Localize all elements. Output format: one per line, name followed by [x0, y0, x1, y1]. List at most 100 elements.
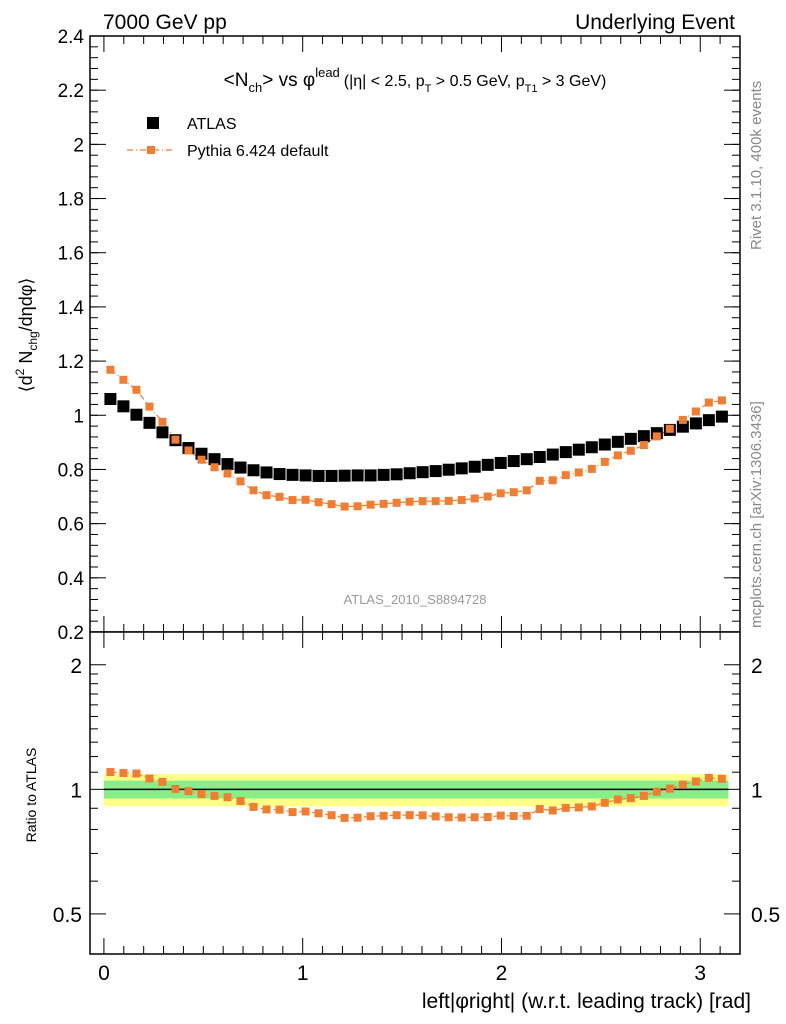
pythia-data-point	[184, 446, 193, 455]
ratio-pythia-point	[418, 811, 427, 820]
ratio-pythia-point	[171, 784, 180, 793]
ratio-y-tick-label-right: 0.5	[751, 904, 780, 927]
title-cut2: > 0.5 GeV, p	[431, 73, 524, 90]
pythia-data-point	[678, 415, 687, 424]
pythia-data-point	[639, 441, 648, 450]
plot-title: <Nch> vs φlead(|η| < 2.5, pT > 0.5 GeV, …	[224, 65, 607, 95]
pythia-data-point	[236, 477, 245, 486]
analysis-watermark: ATLAS_2010_S8894728	[344, 592, 487, 607]
x-axis-label: left|φright| (w.r.t. leading track) [rad…	[422, 990, 751, 1013]
title-t1: T1	[525, 83, 538, 95]
ratio-y-tick-label: 2	[70, 655, 82, 678]
y-tick-label: 0.2	[58, 623, 84, 644]
ratio-pythia-point	[470, 813, 479, 822]
atlas-data-point	[234, 461, 247, 474]
y-tick-label: 0.6	[58, 515, 84, 536]
atlas-data-point	[364, 469, 377, 482]
atlas-data-point	[130, 408, 143, 421]
legend-label-atlas: ATLAS	[187, 116, 237, 133]
ylabel-sq: 2	[13, 368, 27, 375]
atlas-data-point	[338, 469, 351, 482]
atlas-data-point	[286, 468, 299, 481]
ratio-pythia-point	[574, 803, 583, 812]
pythia-data-point	[691, 407, 700, 416]
pythia-line	[110, 369, 722, 508]
ratio-y-tick-label: 0.5	[53, 904, 82, 927]
atlas-data-point	[546, 448, 559, 461]
ratio-pythia-point	[457, 813, 466, 822]
pythia-data-point	[275, 492, 284, 501]
pythia-data-point	[145, 402, 154, 411]
ratio-y-axis-label: Ratio to ATLAS	[23, 748, 39, 843]
atlas-data-point	[221, 458, 234, 471]
ratio-pythia-point	[405, 811, 414, 820]
ratio-y-tick-label-right: 1	[751, 779, 763, 802]
y-tick-label: 2	[73, 135, 84, 156]
atlas-data-point	[429, 465, 442, 478]
pythia-data-point	[392, 498, 401, 507]
pythia-data-point	[600, 457, 609, 466]
ratio-pythia-point	[327, 811, 336, 820]
x-tick-label: 3	[694, 962, 706, 985]
atlas-data-point	[117, 400, 130, 413]
title-ch: ch	[248, 80, 262, 95]
ylabel-sub: chg	[26, 331, 40, 350]
legend: ATLAS Pythia 6.424 default	[127, 116, 329, 160]
ratio-pythia-point	[483, 813, 492, 822]
atlas-data-point	[494, 456, 507, 469]
pythia-data-point	[470, 494, 479, 503]
ratio-pythia-point	[223, 793, 232, 802]
ratio-uncertainty-bands	[103, 773, 729, 807]
atlas-data-point	[598, 438, 611, 451]
atlas-data-point	[637, 430, 650, 443]
title-mid: > vs	[262, 70, 303, 91]
pythia-data-point	[262, 491, 271, 500]
ratio-pythia-point	[665, 784, 674, 793]
ratio-pythia-point	[600, 798, 609, 807]
pythia-data-point	[327, 500, 336, 509]
ratio-frame	[89, 631, 741, 955]
atlas-data-point	[520, 453, 533, 466]
ratio-pythia-point	[509, 812, 518, 821]
title-cut1: (|η| < 2.5, p	[344, 73, 425, 90]
title-cut3: > 3 GeV)	[537, 73, 606, 90]
pythia-data-point	[613, 451, 622, 460]
main-plot-area	[90, 36, 740, 632]
main-y-axis-label: ⟨d2 Nchg/dηdφ⟩	[13, 278, 40, 393]
atlas-data-point	[104, 393, 117, 406]
atlas-data-point	[299, 469, 312, 482]
x-tick-label: 1	[297, 962, 309, 985]
pythia-data-point	[704, 398, 713, 407]
ratio-series-layer	[106, 768, 726, 822]
y-tick-label: 0.4	[58, 569, 85, 590]
pythia-data-point	[301, 495, 310, 504]
atlas-data-point	[481, 458, 494, 471]
ratio-pythia-point	[197, 790, 206, 799]
y-tick-label: 1.6	[58, 244, 84, 265]
ratio-pythia-point	[366, 812, 375, 821]
atlas-data-point	[143, 416, 156, 429]
pythia-data-point	[457, 496, 466, 505]
ratio-pythia-point	[717, 774, 726, 783]
pythia-data-point	[249, 486, 258, 495]
pythia-data-point	[314, 498, 323, 507]
atlas-data-point	[403, 467, 416, 480]
pythia-data-point	[119, 375, 128, 384]
pythia-data-point	[171, 435, 180, 444]
pythia-data-point	[652, 432, 661, 441]
main-panel: ATLAS_2010_S8894728 0.2 0.4 0.6 0.8 1 1.2 1.4 1…	[13, 27, 741, 644]
atlas-data-point	[442, 463, 455, 476]
pythia-data-point	[418, 497, 427, 506]
x-tick-label: 0	[98, 962, 110, 985]
atlas-data-point	[208, 453, 221, 466]
ratio-pythia-point	[548, 806, 557, 815]
ratio-pythia-point	[652, 787, 661, 796]
ratio-y-tick-label-right: 2	[751, 655, 763, 678]
pythia-data-point	[197, 455, 206, 464]
pythia-data-point	[535, 476, 544, 485]
ratio-pythia-point	[678, 780, 687, 789]
ratio-pythia-point	[561, 803, 570, 812]
y-tick-label: 1.8	[58, 190, 84, 211]
ratio-pythia-point	[626, 794, 635, 803]
atlas-data-point	[377, 468, 390, 481]
